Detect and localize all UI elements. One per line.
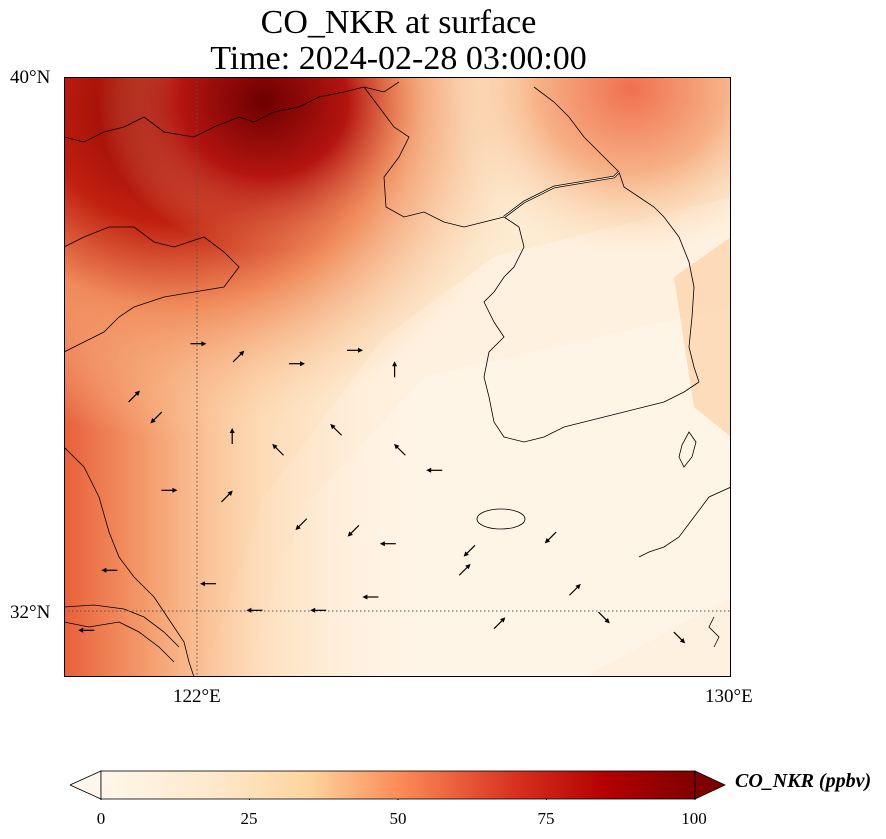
- colorbar-tick-label-100: 100: [681, 809, 707, 828]
- colorbar-ticks: [100, 799, 696, 800]
- wind-arrow: [246, 607, 263, 613]
- kyushu-coast: [638, 486, 731, 558]
- coastline-korea-west: [483, 216, 585, 443]
- colorbar-label: CO_NKR (ppbv): [735, 770, 872, 792]
- wind-arrow: [426, 467, 443, 473]
- gridlines: [64, 77, 731, 677]
- coastline-shandong: [64, 226, 240, 353]
- wind-vectors: [78, 341, 686, 644]
- coastline-liaodong-east: [363, 86, 505, 228]
- colorbar-tick-label-50: 50: [389, 809, 407, 828]
- jeju-island: [476, 508, 526, 530]
- coastline-yangtze-south: [64, 621, 175, 663]
- colorbar-tick-label-0: 0: [96, 809, 106, 828]
- lat-tick-label-32n: 32°N: [10, 602, 51, 623]
- coastline-jiangsu: [64, 446, 195, 677]
- wind-arrow: [200, 581, 216, 587]
- wind-arrow: [347, 347, 363, 353]
- kyushu-west: [708, 616, 720, 648]
- lon-tick-label-130e: 130°E: [705, 686, 753, 707]
- lat-tick-label-40n: 40°N: [10, 67, 51, 88]
- colorbar-max-extend: [694, 770, 726, 800]
- map-frame: [64, 77, 731, 677]
- coastlines: [64, 81, 731, 677]
- colorbar: [69, 770, 726, 800]
- colorbar-gradient: [100, 770, 696, 800]
- map-panel[interactable]: [64, 77, 731, 677]
- wind-arrow: [379, 541, 396, 547]
- east-coast-plume: [674, 237, 731, 437]
- wind-arrow: [78, 627, 95, 633]
- lon-tick-label-122e: 122°E: [173, 686, 221, 707]
- northeast-plume: [64, 77, 731, 677]
- concentration-map[interactable]: [64, 77, 731, 677]
- wind-arrow: [161, 487, 178, 493]
- colorbar-svg: [69, 770, 726, 800]
- coastline-korea-northeast: [533, 86, 620, 173]
- wind-arrow: [101, 567, 118, 573]
- coastline-bohai-north: [64, 116, 145, 143]
- wind-arrow: [392, 361, 398, 378]
- coastline-yangtze: [64, 604, 180, 648]
- tsushima-island: [678, 431, 697, 468]
- dmz-border-inner: [503, 171, 620, 218]
- colorbar-tick-label-75: 75: [537, 809, 555, 828]
- map-time-subtitle: Time: 2024-02-28 03:00:00: [210, 40, 587, 77]
- coastline-korea-south: [583, 381, 700, 423]
- map-title: CO_NKR at surface: [260, 4, 537, 41]
- colorbar-min-extend: [69, 770, 102, 800]
- wind-arrow: [289, 361, 305, 367]
- wind-arrow: [362, 594, 379, 600]
- wind-arrow: [229, 428, 235, 444]
- wind-arrow: [190, 341, 207, 347]
- coastline-korea-east: [618, 171, 700, 383]
- wind-arrow: [310, 607, 327, 613]
- colorbar-tick-label-25: 25: [240, 809, 258, 828]
